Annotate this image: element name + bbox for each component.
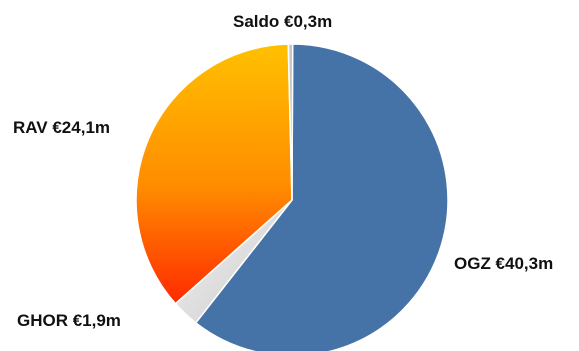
pie-slice-ogz	[194, 43, 449, 351]
data-label-ghor: GHOR €1,9m	[17, 311, 121, 330]
pie-slice-saldo	[287, 43, 294, 201]
pie-slices	[135, 43, 449, 351]
pie-slice-rav	[135, 43, 293, 305]
data-label-rav: RAV €24,1m	[13, 118, 111, 137]
data-label-saldo: Saldo €0,3m	[233, 12, 333, 31]
data-label-ogz: OGZ €40,3m	[454, 254, 554, 273]
